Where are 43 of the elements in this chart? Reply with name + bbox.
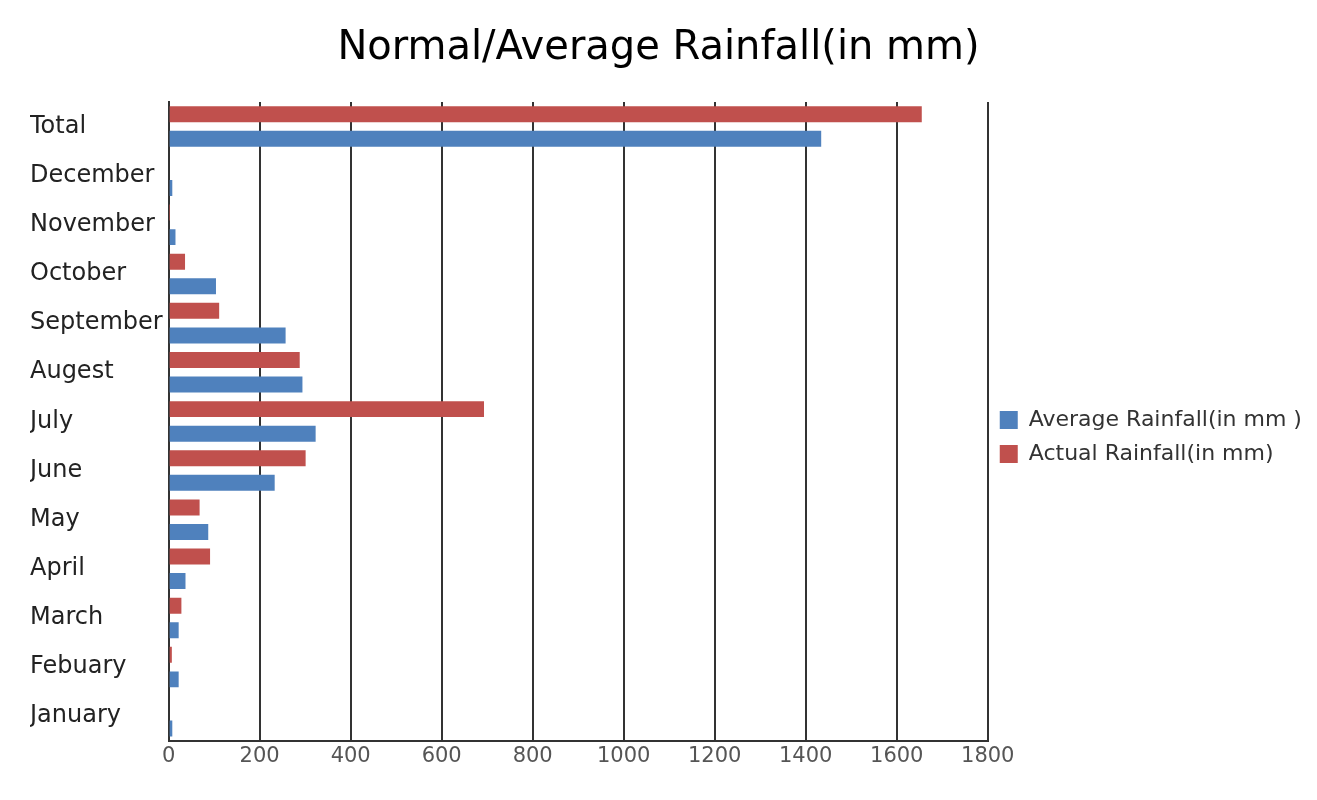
y-tick-label: Augest (30, 356, 114, 385)
bar (169, 253, 186, 270)
legend-label: Actual Rainfall(in mm) (1028, 439, 1274, 465)
x-tick-label: 1000 (596, 742, 651, 767)
bar (169, 573, 186, 590)
y-tick-label: October (30, 258, 127, 287)
y-tick-label: May (30, 503, 80, 532)
y-tick-label: September (30, 307, 163, 336)
y-tick-label: April (30, 553, 85, 582)
y-tick-label: December (30, 159, 155, 188)
y-tick-label: Total (29, 110, 87, 139)
bar (169, 671, 179, 688)
bar (169, 597, 182, 614)
bar (169, 646, 172, 663)
bar (169, 327, 286, 344)
bar (169, 106, 922, 123)
bar (169, 622, 179, 639)
chart-title: Normal/Average Rainfall(in mm) (336, 22, 981, 70)
x-tick-label: 0 (161, 742, 176, 767)
bar (169, 523, 209, 540)
y-tick-label: March (30, 602, 104, 631)
bar (169, 351, 300, 368)
y-tick-label: Febuary (30, 651, 127, 680)
bar (169, 474, 275, 491)
y-tick-label: November (30, 209, 155, 238)
bar (169, 130, 822, 147)
bar (169, 376, 303, 393)
bar (169, 278, 216, 295)
x-tick-label: 1800 (961, 742, 1015, 767)
x-tick-label: 800 (512, 742, 553, 767)
bar (169, 425, 316, 442)
bar (169, 499, 200, 516)
legend-label: Average Rainfall(in mm ) (1028, 405, 1302, 431)
bar (169, 450, 306, 467)
bar (169, 302, 220, 319)
x-tick-label: 400 (330, 742, 371, 767)
x-tick-label: 1400 (779, 742, 833, 767)
bar (169, 401, 485, 418)
x-tick-label: 1200 (687, 742, 742, 767)
x-tick-label: 1600 (870, 742, 924, 767)
x-tick-label: 600 (421, 742, 462, 767)
bar (169, 548, 211, 565)
x-tick-label: 200 (239, 742, 280, 767)
